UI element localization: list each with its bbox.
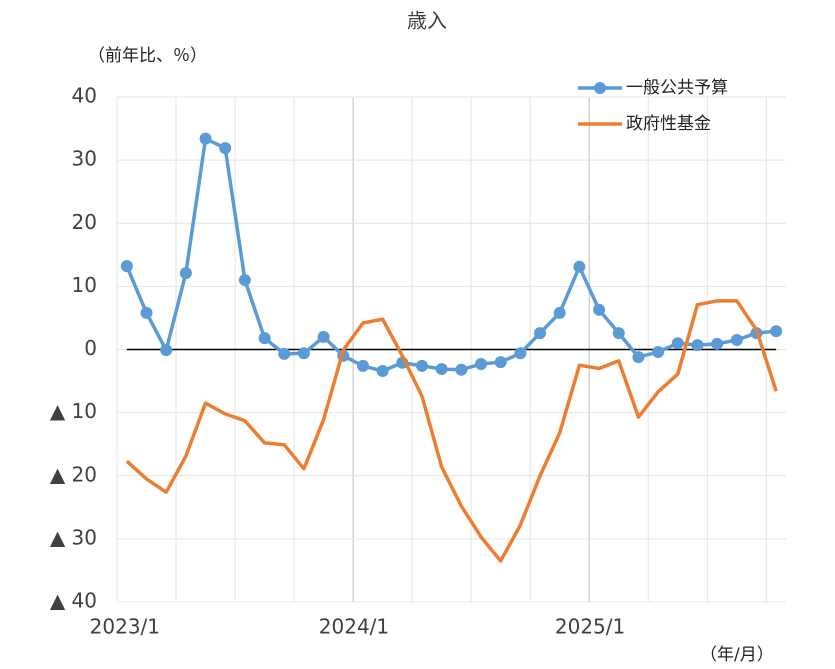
y-tick-label: 0 bbox=[84, 336, 97, 360]
data-point bbox=[199, 132, 212, 145]
data-point bbox=[455, 363, 468, 376]
y-tick-label: 20 bbox=[72, 210, 97, 234]
data-point bbox=[356, 359, 369, 372]
legend-marker bbox=[594, 82, 606, 94]
data-point bbox=[514, 347, 527, 360]
data-point bbox=[160, 344, 173, 357]
y-tick-label: ▲ 10 bbox=[50, 399, 97, 423]
data-point bbox=[494, 356, 507, 369]
x-axis-label: （年/月） bbox=[700, 645, 774, 665]
data-point bbox=[219, 142, 232, 155]
data-point bbox=[612, 327, 625, 340]
data-point bbox=[671, 337, 684, 350]
legend-label: 政府性基金 bbox=[626, 114, 711, 134]
x-tick-label: 2023/1 bbox=[90, 615, 160, 639]
data-point bbox=[770, 325, 783, 338]
data-point bbox=[632, 351, 645, 364]
data-point bbox=[376, 364, 389, 377]
data-point bbox=[652, 346, 665, 359]
data-point bbox=[238, 274, 251, 287]
series-line bbox=[125, 136, 777, 373]
data-point bbox=[278, 347, 291, 360]
y-tick-label: 10 bbox=[72, 273, 97, 297]
y-tick-label: ▲ 40 bbox=[50, 589, 97, 613]
y-tick-label: 40 bbox=[72, 84, 97, 108]
data-point bbox=[179, 267, 192, 280]
y-tick-label: ▲ 30 bbox=[50, 525, 97, 549]
data-point bbox=[435, 363, 448, 376]
chart-title: 歳入 bbox=[407, 9, 447, 33]
legend-label: 一般公共予算 bbox=[626, 78, 728, 98]
data-point bbox=[120, 260, 133, 273]
data-point bbox=[730, 334, 743, 347]
data-point bbox=[553, 306, 566, 319]
data-point bbox=[711, 337, 724, 350]
data-point bbox=[534, 327, 547, 340]
data-point bbox=[691, 339, 704, 352]
series-line bbox=[125, 299, 778, 563]
y-tick-label: 30 bbox=[72, 147, 97, 171]
data-point bbox=[415, 359, 428, 372]
data-point bbox=[140, 306, 153, 319]
y-axis-label: （前年比、％） bbox=[88, 46, 207, 66]
data-point bbox=[258, 332, 271, 345]
y-tick-label: ▲ 20 bbox=[50, 462, 97, 486]
x-tick-label: 2024/1 bbox=[319, 615, 389, 639]
data-point bbox=[317, 330, 330, 343]
x-tick-label: 2025/1 bbox=[555, 615, 625, 639]
data-point bbox=[297, 347, 310, 360]
data-point bbox=[573, 260, 586, 273]
data-point bbox=[475, 358, 488, 371]
data-point bbox=[593, 303, 606, 316]
